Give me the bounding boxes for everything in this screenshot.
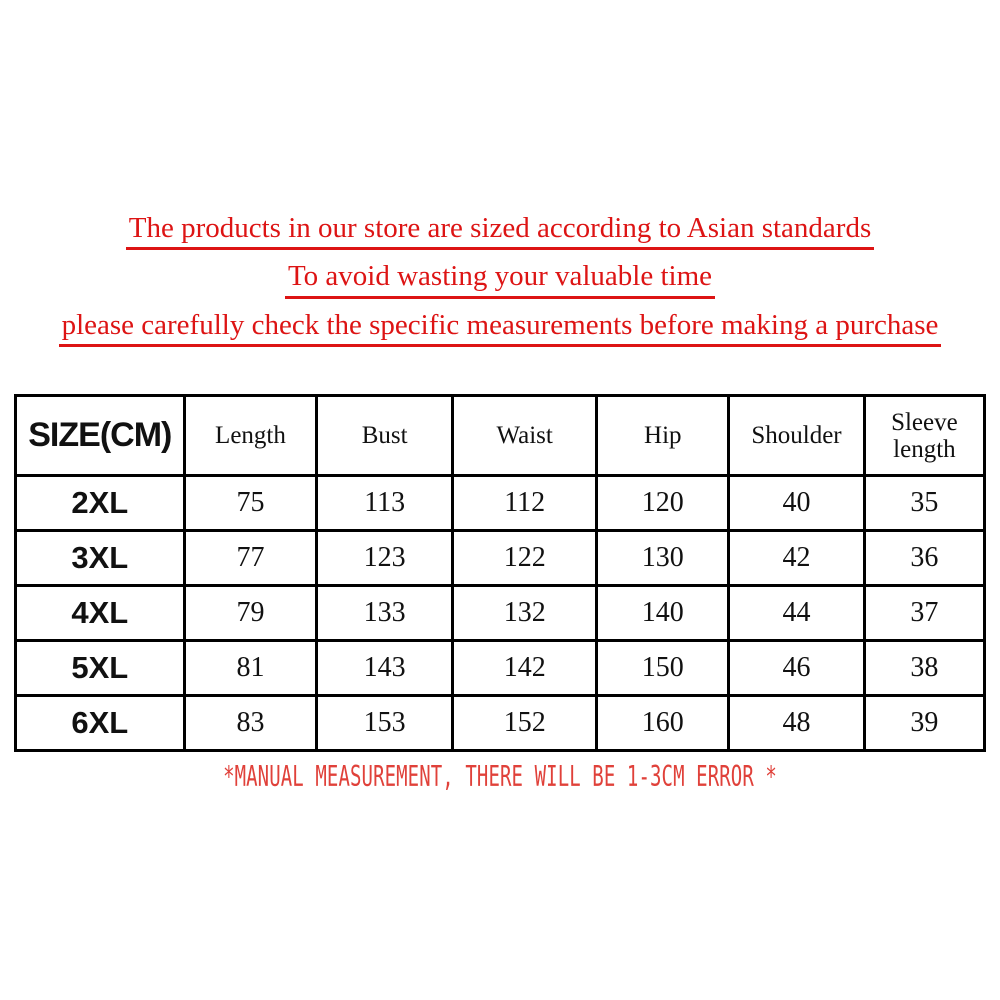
cell-bust: 133 xyxy=(315,584,454,642)
measurement-error-footnote: *MANUAL MEASUREMENT, THERE WILL BE 1-3CM… xyxy=(0,761,1000,794)
column-header-sleeve-length: Sleeve length xyxy=(862,394,987,477)
cell-shoulder: 46 xyxy=(727,639,866,697)
table-row-4xl: 4XL 79 133 132 140 44 37 xyxy=(14,584,987,642)
cell-waist: 112 xyxy=(450,474,599,532)
cell-hip: 140 xyxy=(595,584,731,642)
notice-line-3: please carefully check the specific meas… xyxy=(58,309,942,348)
cell-sleeve-length: 36 xyxy=(862,529,987,587)
cell-waist: 122 xyxy=(450,529,599,587)
cell-waist: 132 xyxy=(450,584,599,642)
column-header-waist: Waist xyxy=(450,394,599,477)
table-row-2xl: 2XL 75 113 112 120 40 35 xyxy=(14,474,987,532)
cell-sleeve-length: 35 xyxy=(862,474,987,532)
cell-sleeve-length: 38 xyxy=(862,639,987,697)
column-header-bust: Bust xyxy=(315,394,454,477)
cell-hip: 130 xyxy=(595,529,731,587)
cell-bust: 153 xyxy=(315,694,454,752)
cell-shoulder: 40 xyxy=(727,474,866,532)
notice-line-1: The products in our store are sized acco… xyxy=(125,212,875,251)
column-header-size: SIZE(CM) xyxy=(14,394,186,477)
cell-bust: 143 xyxy=(315,639,454,697)
size-label: 4XL xyxy=(14,584,186,642)
cell-length: 77 xyxy=(182,529,319,587)
cell-length: 75 xyxy=(182,474,319,532)
cell-hip: 120 xyxy=(595,474,731,532)
cell-length: 81 xyxy=(182,639,319,697)
cell-sleeve-length: 37 xyxy=(862,584,987,642)
sizing-notice: The products in our store are sized acco… xyxy=(0,212,1000,357)
cell-bust: 113 xyxy=(315,474,454,532)
column-header-shoulder: Shoulder xyxy=(727,394,866,477)
footnote-text: *MANUAL MEASUREMENT, THERE WILL BE 1-3CM… xyxy=(223,760,777,794)
cell-waist: 152 xyxy=(450,694,599,752)
cell-length: 83 xyxy=(182,694,319,752)
cell-hip: 160 xyxy=(595,694,731,752)
column-header-length: Length xyxy=(182,394,319,477)
table-row-3xl: 3XL 77 123 122 130 42 36 xyxy=(14,529,987,587)
cell-shoulder: 48 xyxy=(727,694,866,752)
table-header-row: SIZE(CM) Length Bust Waist Hip Shoulder … xyxy=(14,394,987,477)
notice-line-2: To avoid wasting your valuable time xyxy=(284,260,715,299)
cell-shoulder: 44 xyxy=(727,584,866,642)
column-header-hip: Hip xyxy=(595,394,731,477)
cell-sleeve-length: 39 xyxy=(862,694,987,752)
cell-length: 79 xyxy=(182,584,319,642)
cell-hip: 150 xyxy=(595,639,731,697)
table-row-5xl: 5XL 81 143 142 150 46 38 xyxy=(14,639,987,697)
cell-waist: 142 xyxy=(450,639,599,697)
size-label: 3XL xyxy=(14,529,186,587)
size-label: 5XL xyxy=(14,639,186,697)
cell-shoulder: 42 xyxy=(727,529,866,587)
size-label: 6XL xyxy=(14,694,186,752)
size-label: 2XL xyxy=(14,474,186,532)
cell-bust: 123 xyxy=(315,529,454,587)
table-row-6xl: 6XL 83 153 152 160 48 39 xyxy=(14,694,987,752)
size-chart-table: SIZE(CM) Length Bust Waist Hip Shoulder … xyxy=(14,394,987,752)
